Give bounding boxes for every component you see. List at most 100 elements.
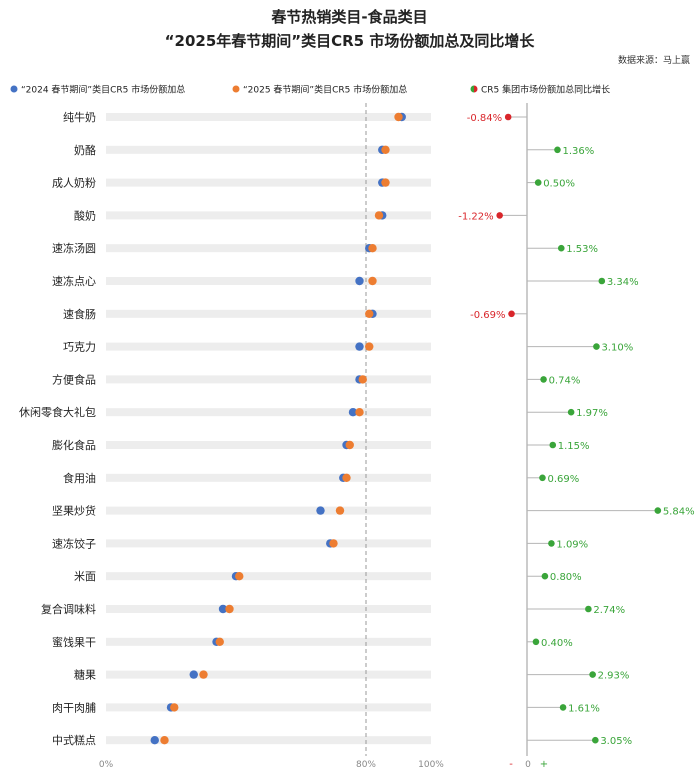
track-bar <box>106 539 431 548</box>
category-label: 复合调味料 <box>41 602 96 616</box>
growth-value-label: 1.53% <box>566 244 598 255</box>
point-2025 <box>365 342 374 351</box>
growth-point <box>508 310 515 318</box>
point-2025 <box>342 473 351 482</box>
growth-value-label: 2.93% <box>598 671 630 682</box>
track-bar <box>106 145 431 154</box>
category-label: 速冻汤圆 <box>52 241 96 255</box>
growth-point <box>598 277 606 285</box>
track-bar <box>106 211 431 220</box>
growth-axis-pos: + <box>540 759 548 770</box>
growth-value-label: -0.69% <box>470 310 505 321</box>
category-label: 方便食品 <box>52 372 96 386</box>
track-bar <box>106 605 431 613</box>
category-label: 速冻饺子 <box>52 536 96 550</box>
category-label: 巧克力 <box>63 341 96 354</box>
growth-value-label: 3.34% <box>607 277 639 288</box>
growth-value-label: 2.74% <box>593 605 625 616</box>
growth-point <box>585 605 592 613</box>
chart-title-line1: 春节热销类目-食品类目 <box>271 8 428 26</box>
growth-point <box>557 244 565 252</box>
growth-point <box>540 376 547 383</box>
track-bar <box>106 375 431 384</box>
growth-value-label: -1.22% <box>458 211 493 222</box>
growth-point <box>592 736 599 744</box>
category-label: 速食肠 <box>63 307 96 321</box>
growth-point <box>532 638 540 646</box>
track-bar <box>106 178 431 187</box>
growth-value-label: 1.36% <box>562 146 594 157</box>
growth-value-label: 1.97% <box>576 408 608 419</box>
category-label: 速冻点心 <box>52 274 96 288</box>
point-2025 <box>160 736 169 745</box>
growth-point <box>548 540 555 547</box>
track-bar <box>106 637 431 646</box>
growth-point <box>539 474 546 482</box>
category-label: 酸奶 <box>74 208 96 222</box>
point-2025 <box>225 604 234 614</box>
category-label: 坚果炒货 <box>52 504 96 518</box>
growth-value-label: 0.80% <box>550 572 582 583</box>
point-2025 <box>345 440 354 450</box>
growth-point <box>496 212 503 219</box>
growth-point <box>534 179 542 186</box>
point-2025 <box>329 539 338 548</box>
point-2024 <box>355 276 364 286</box>
category-label: 膨化食品 <box>52 438 96 452</box>
track-bar <box>106 703 431 712</box>
chart-title-line2: “2025年春节期间”类目CR5 市场份额加总及同比增长 <box>164 32 535 50</box>
point-2025 <box>358 375 367 384</box>
point-2024 <box>189 670 198 679</box>
data-source: 数据来源：马上赢 <box>617 56 690 66</box>
track-bar <box>106 244 431 253</box>
growth-point <box>504 113 512 121</box>
growth-point <box>549 441 557 449</box>
track-bar <box>106 736 431 745</box>
category-label: 纯牛奶 <box>63 110 96 124</box>
legend-marker-2024 <box>10 85 18 93</box>
growth-value-label: 1.15% <box>558 441 590 452</box>
track-bar <box>106 572 431 581</box>
point-2025 <box>199 670 208 679</box>
track-bar <box>106 408 431 417</box>
track-bar <box>106 441 431 449</box>
growth-value-label: 3.05% <box>600 736 632 747</box>
growth-value-label: 1.09% <box>556 539 588 550</box>
growth-value-label: 1.61% <box>568 703 600 714</box>
point-2025 <box>381 145 390 154</box>
x-tick-label: 100% <box>418 760 444 770</box>
legend-marker-growth-neg <box>474 85 478 93</box>
point-2025 <box>215 637 224 646</box>
legend-label-2025: “2025 春节期间”类目CR5 市场份额加总 <box>243 84 407 96</box>
category-label: 休闲零食大礼包 <box>19 405 96 419</box>
point-2024 <box>218 604 228 614</box>
x-tick-label: 0% <box>99 760 114 770</box>
track-bar <box>106 309 431 318</box>
track-bar <box>106 342 431 351</box>
category-label: 中式糕点 <box>52 733 96 747</box>
point-2025 <box>365 309 374 318</box>
growth-axis-zero: 0 <box>525 760 531 770</box>
category-label: 奶酪 <box>74 143 96 157</box>
point-2024 <box>316 506 325 515</box>
growth-value-label: -0.84% <box>467 113 502 124</box>
legend-marker-growth-pos <box>470 85 474 93</box>
legend-label-2024: “2024 春节期间”类目CR5 市场份额加总 <box>21 84 185 96</box>
category-label: 肉干肉脯 <box>52 701 96 714</box>
legend-label-growth: CR5 集团市场份额加总同比增长 <box>481 84 610 96</box>
growth-axis-neg: - <box>509 759 513 770</box>
track-bar <box>106 506 431 515</box>
point-2025 <box>235 572 244 581</box>
track-bar <box>106 277 431 285</box>
track-bar <box>106 473 431 482</box>
legend-marker-2025 <box>232 85 240 93</box>
point-2025 <box>355 408 364 417</box>
point-2025 <box>394 112 403 122</box>
track-bar <box>106 670 431 679</box>
x-tick-label: 80% <box>356 760 376 770</box>
point-2025 <box>368 276 377 286</box>
growth-point <box>567 408 575 416</box>
growth-value-label: 0.69% <box>547 474 579 485</box>
growth-value-label: 0.74% <box>549 375 581 386</box>
